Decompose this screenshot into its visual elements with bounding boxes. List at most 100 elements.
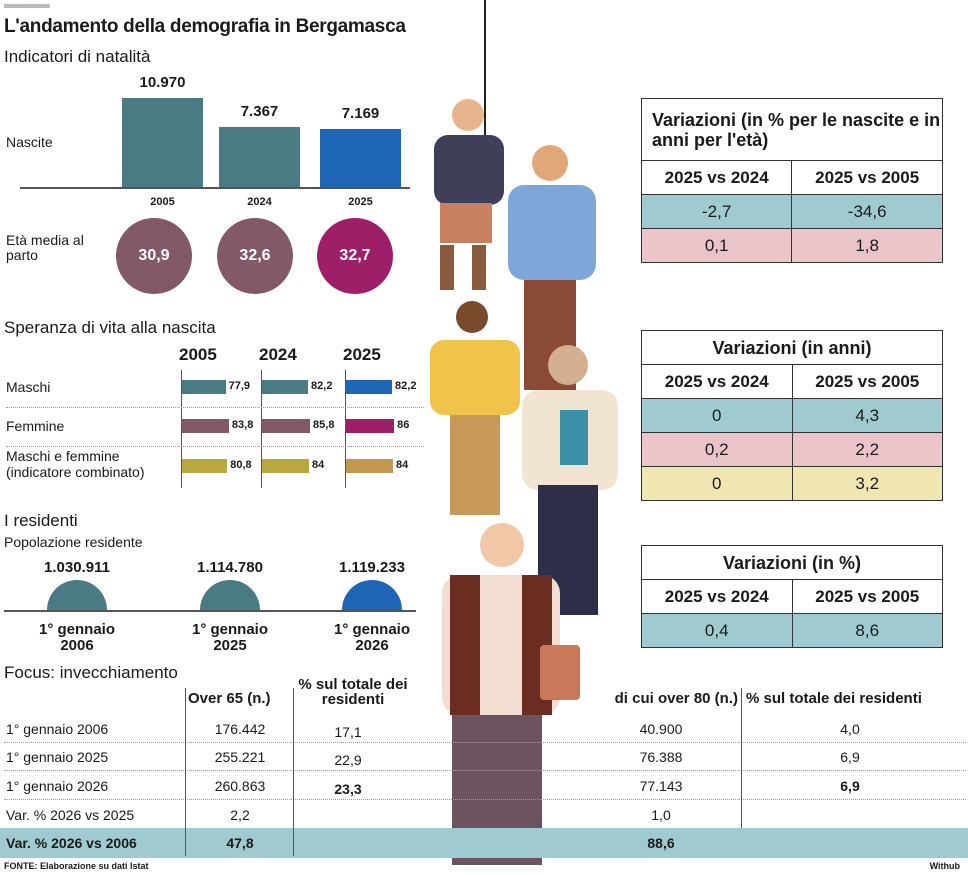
births-label: Nascite: [6, 134, 53, 150]
col-divider: [293, 688, 294, 856]
age-bubble: 32,7: [317, 218, 393, 294]
row-label: Maschi: [6, 379, 51, 395]
over65-value: 2,2: [230, 807, 250, 823]
axis-line: [261, 370, 262, 488]
life-bar: [262, 380, 309, 394]
cell: 4,3: [791, 398, 943, 433]
col-header: 2025 vs 2005: [791, 579, 943, 614]
population-date: 1° gennaio 2025: [191, 621, 268, 654]
cell: -2,7: [640, 194, 793, 229]
boy-figure-icon: [508, 145, 596, 390]
variazioni-vita-table: Variazioni (in anni) 2025 vs 2024 2025 vs…: [641, 330, 943, 501]
source-note: FONTE: Elaborazione su dati Istat: [4, 861, 149, 871]
births-value: 7.367: [240, 103, 279, 121]
over65-pct: 23,3: [334, 781, 362, 797]
cell: 8,6: [791, 613, 943, 648]
col-header: di cui over 80 (n.): [614, 690, 738, 707]
over65-value: 47,8: [226, 835, 254, 851]
cell: -34,6: [791, 194, 943, 229]
life-bar: [346, 419, 395, 433]
births-bar: [219, 127, 300, 187]
population-semicircle: [342, 580, 402, 610]
focus-heading: Focus: invecchiamento: [4, 663, 178, 682]
table-title: Variazioni (in %): [641, 545, 943, 580]
residenti-heading: I residenti: [4, 511, 78, 530]
row-label: Maschi e femmine (indicatore combinato): [6, 448, 145, 480]
over80-value: 40.900: [639, 721, 683, 737]
life-value: 82,2: [395, 380, 417, 392]
cell: 3,2: [791, 466, 943, 501]
row-divider: [6, 407, 424, 408]
col-header: 2025 vs 2005: [791, 160, 943, 195]
title-accent-bar: [4, 4, 50, 8]
life-value: 85,8: [313, 419, 335, 431]
year-header: 2005: [179, 345, 217, 364]
row-divider: [4, 742, 966, 743]
year-label: 2025: [348, 196, 373, 208]
table-row: 1° gennaio 2025 255.221 22,9 76.388 6,9: [0, 742, 968, 772]
row-label: Var. % 2026 vs 2025: [6, 807, 135, 823]
natalita-heading: Indicatori di natalità: [4, 47, 151, 66]
year-label: 2024: [247, 196, 272, 208]
col-divider: [185, 688, 186, 856]
girl-figure-icon: [434, 99, 504, 290]
table-row: 0,1 1,8: [640, 228, 943, 263]
page-title: L'andamento della demografia in Bergamas…: [4, 16, 406, 37]
life-value: 83,8: [231, 419, 254, 431]
people-illustration-icon: [430, 99, 618, 865]
population-date: 1° gennaio 2026: [333, 621, 410, 654]
population-value: 1.114.780: [197, 559, 263, 576]
population-semicircle: [47, 580, 107, 610]
over80-value: 77.143: [639, 778, 683, 794]
axis-line: [345, 370, 346, 488]
table-row: 0,2 2,2: [641, 432, 943, 467]
year-header: 2024: [259, 345, 297, 364]
row-label: 1° gennaio 2026: [6, 778, 109, 794]
life-value: 77,9: [228, 380, 251, 392]
cell: 2,2: [791, 432, 943, 467]
population-value: 1.030.911: [44, 559, 110, 576]
over65-pct: 17,1: [334, 724, 362, 740]
over65-value: 176.442: [214, 721, 266, 737]
table-title: Variazioni (in anni): [641, 330, 943, 365]
year-header: 2025: [343, 345, 381, 364]
col-divider: [741, 688, 742, 828]
variazioni-residenti-table: Variazioni (in %) 2025 vs 2024 2025 vs 20…: [641, 545, 943, 648]
cell: 0,1: [640, 228, 793, 263]
over65-value: 255.221: [214, 749, 266, 765]
age-bubble: 30,9: [116, 218, 192, 294]
age-bubble: 32,6: [217, 218, 293, 294]
over80-pct: 4,0: [840, 721, 860, 737]
credit: Withub: [929, 861, 960, 871]
life-bar: [182, 380, 226, 394]
life-value: 82,2: [311, 380, 333, 392]
divider: [484, 0, 486, 215]
col-header: Over 65 (n.): [188, 690, 271, 707]
col-header: % sul totale dei residenti: [746, 690, 922, 707]
births-bar: [122, 98, 203, 187]
table-row: 1° gennaio 2006 176.442 17,1 40.900 4,0: [0, 714, 968, 744]
life-bar: [262, 459, 310, 473]
life-value: 84: [312, 459, 325, 471]
axis-line: [181, 370, 182, 488]
life-bar: [346, 459, 394, 473]
table-row: Var. % 2026 vs 2025 2,2 1,0: [0, 800, 968, 830]
over65-pct: 22,9: [334, 752, 362, 768]
life-bar: [262, 419, 311, 433]
row-label: 1° gennaio 2006: [6, 721, 109, 737]
life-bar: [346, 380, 393, 394]
life-bar: [182, 459, 228, 473]
residenti-subheading: Popolazione residente: [4, 534, 143, 550]
cell: 1,8: [791, 228, 943, 263]
woman-figure-icon: [522, 345, 618, 615]
over80-value: 88,6: [647, 835, 675, 851]
col-header: 2025 vs 2024: [641, 579, 793, 614]
table-row: 0 3,2: [641, 466, 943, 501]
col-header: % sul totale dei residenti: [298, 676, 408, 708]
year-label: 2005: [150, 196, 175, 208]
col-header: 2025 vs 2024: [641, 364, 793, 399]
girl2-figure-icon: [430, 301, 520, 515]
life-bar: [182, 419, 229, 433]
life-value: 86: [397, 419, 410, 431]
population-semicircle: [200, 580, 260, 610]
